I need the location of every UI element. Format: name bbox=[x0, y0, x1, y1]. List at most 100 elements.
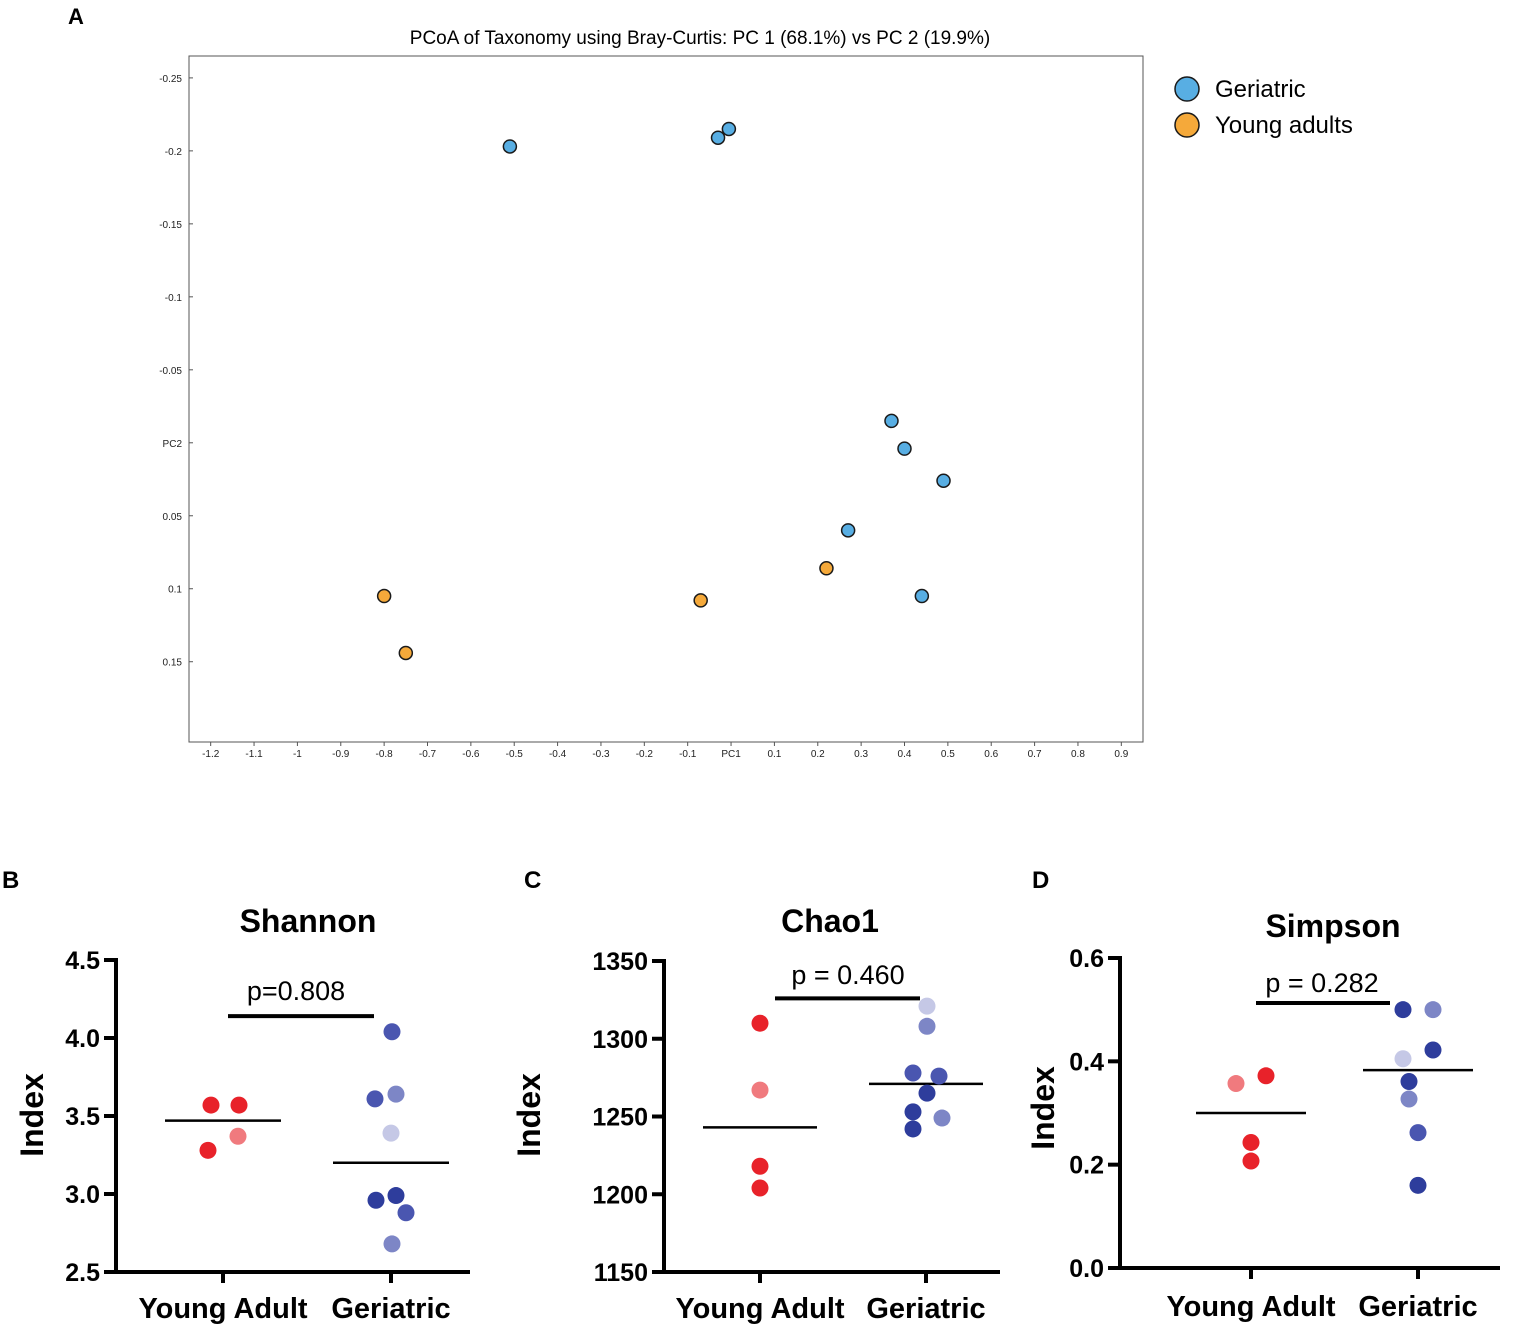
chao1-category-geriatric: Geriatric bbox=[866, 1293, 985, 1325]
pcoa-x-tick-label: -1.1 bbox=[245, 749, 263, 760]
simpson-point-geriatric bbox=[1424, 1001, 1442, 1019]
pcoa-point-geriatric bbox=[710, 130, 726, 145]
pcoa-y-tick-label: -0.2 bbox=[165, 147, 183, 158]
pcoa-y-tick-label: 0.05 bbox=[163, 512, 183, 523]
pcoa-y-tick-label: 0.15 bbox=[163, 658, 183, 669]
pcoa-x-tick-label: 0.6 bbox=[984, 749, 998, 760]
pcoa-y-tick-label: PC2 bbox=[163, 439, 183, 450]
chao1-point-young-adult bbox=[751, 1014, 769, 1032]
simpson-p-value: p = 0.282 bbox=[1265, 968, 1378, 998]
chao1-point-geriatric bbox=[918, 1017, 936, 1035]
pcoa-point-geriatric bbox=[914, 588, 930, 604]
pcoa-x-tick-label: 0.1 bbox=[767, 749, 781, 760]
shannon-y-tick-label: 4.0 bbox=[65, 1025, 100, 1053]
chao1-point-geriatric bbox=[904, 1103, 922, 1121]
shannon-y-tick-label: 3.0 bbox=[65, 1181, 100, 1209]
pcoa-y-tick-label: -0.1 bbox=[165, 293, 183, 304]
pcoa-x-tick-label: -0.4 bbox=[549, 749, 567, 760]
pcoa-y-tick-label: -0.15 bbox=[159, 220, 182, 231]
pcoa-point-geriatric bbox=[840, 523, 856, 538]
simpson-point-young-adult bbox=[1242, 1152, 1260, 1170]
chao1-point-geriatric bbox=[904, 1064, 922, 1082]
simpson-y-axis-label: Index bbox=[1025, 1066, 1061, 1150]
pcoa-x-tick-label: 0.2 bbox=[811, 749, 825, 760]
chao1-y-tick-label: 1250 bbox=[592, 1104, 648, 1132]
shannon-point-geriatric bbox=[366, 1090, 384, 1108]
chao1-point-young-adult bbox=[751, 1157, 769, 1175]
simpson-point-geriatric bbox=[1409, 1176, 1427, 1194]
pcoa-x-tick-label: 0.8 bbox=[1071, 749, 1085, 760]
shannon-point-young-adult bbox=[199, 1141, 217, 1159]
pcoa-x-tick-label: PC1 bbox=[721, 749, 741, 760]
pcoa-x-tick-label: -0.6 bbox=[462, 749, 480, 760]
simpson-point-geriatric bbox=[1424, 1041, 1442, 1059]
shannon-category-geriatric: Geriatric bbox=[331, 1293, 450, 1325]
simpson-point-geriatric bbox=[1400, 1090, 1418, 1108]
pcoa-points bbox=[376, 121, 951, 661]
legend-young-adults-marker bbox=[1174, 112, 1200, 138]
simpson-category-young-adult: Young Adult bbox=[1166, 1291, 1335, 1323]
shannon-point-young-adult bbox=[202, 1096, 220, 1114]
pcoa-point-young-adults bbox=[398, 645, 414, 661]
panel-letter-b: B bbox=[2, 867, 19, 894]
chao1-category-young-adult: Young Adult bbox=[675, 1293, 844, 1325]
pcoa-point-geriatric bbox=[502, 139, 518, 154]
chao1-point-geriatric bbox=[918, 1084, 936, 1102]
pcoa-y-tick-label: -0.25 bbox=[159, 74, 182, 85]
chao1-y-tick-label: 1300 bbox=[592, 1026, 648, 1054]
legend-geriatric-marker bbox=[1174, 76, 1200, 102]
simpson-category-geriatric: Geriatric bbox=[1358, 1291, 1477, 1323]
shannon-plot-area: 2.5 3.0 3.5 4.0 4.5 bbox=[65, 947, 470, 1287]
pcoa-x-tick-label: 0.5 bbox=[941, 749, 955, 760]
pcoa-x-tick-label: -0.9 bbox=[332, 749, 350, 760]
shannon-point-young-adult bbox=[229, 1127, 247, 1145]
chao1-point-geriatric bbox=[918, 997, 936, 1015]
pcoa-x-tick-label: -0.8 bbox=[376, 749, 394, 760]
pcoa-x-axis: -1.2 -1.1 -1 -0.9 -0.8 -0.7 -0.6 -0.5 -0.4 -0.3 -0… bbox=[202, 742, 1129, 760]
pcoa-legend: Geriatric Young adults bbox=[1174, 76, 1353, 139]
shannon-p-value: p=0.808 bbox=[247, 976, 345, 1006]
panel-letter-c: C bbox=[524, 867, 541, 894]
chao1-y-tick-label: 1350 bbox=[592, 948, 648, 976]
legend-geriatric-label: Geriatric bbox=[1215, 76, 1306, 103]
chao1-point-geriatric bbox=[904, 1120, 922, 1138]
shannon-category-young-adult: Young Adult bbox=[138, 1293, 307, 1325]
pcoa-point-young-adults bbox=[693, 593, 708, 608]
chao1-p-value: p = 0.460 bbox=[791, 960, 904, 990]
simpson-point-geriatric bbox=[1409, 1124, 1427, 1142]
pcoa-point-geriatric bbox=[884, 413, 899, 429]
panel-letter-d: D bbox=[1032, 867, 1049, 894]
shannon-point-young-adult bbox=[230, 1096, 248, 1114]
simpson-y-tick-label: 0.6 bbox=[1069, 945, 1104, 973]
pcoa-plot-frame bbox=[188, 55, 1144, 743]
pcoa-y-tick-label: 0.1 bbox=[168, 585, 182, 596]
panel-letter-a: A bbox=[68, 4, 84, 29]
legend-young-adults-label: Young adults bbox=[1215, 112, 1353, 139]
shannon-y-tick-label: 2.5 bbox=[65, 1259, 100, 1287]
simpson-title: Simpson bbox=[1265, 908, 1400, 944]
simpson-y-tick-label: 0.4 bbox=[1069, 1048, 1104, 1076]
shannon-point-geriatric bbox=[383, 1235, 401, 1253]
chao1-point-young-adult bbox=[751, 1179, 769, 1197]
chao1-y-axis-label: Index bbox=[511, 1073, 547, 1157]
pcoa-point-geriatric bbox=[721, 121, 737, 137]
shannon-y-axis-label: Index bbox=[14, 1073, 50, 1157]
chao1-y-tick-label: 1200 bbox=[592, 1181, 648, 1209]
pcoa-x-tick-label: 0.4 bbox=[898, 749, 912, 760]
simpson-point-geriatric bbox=[1394, 1050, 1412, 1068]
chao1-point-geriatric bbox=[933, 1109, 951, 1127]
simpson-y-tick-label: 0.2 bbox=[1069, 1152, 1104, 1180]
pcoa-x-tick-label: -0.2 bbox=[636, 749, 654, 760]
shannon-title: Shannon bbox=[240, 903, 377, 939]
shannon-y-tick-label: 3.5 bbox=[65, 1103, 100, 1131]
pcoa-point-geriatric bbox=[936, 473, 951, 488]
shannon-y-tick-label: 4.5 bbox=[65, 947, 100, 975]
chao1-title: Chao1 bbox=[781, 903, 879, 939]
shannon-chart: Shannon Index Young Adult Geriatric p=0.… bbox=[14, 903, 470, 1325]
chao1-point-geriatric bbox=[930, 1067, 948, 1085]
simpson-point-geriatric bbox=[1394, 1001, 1412, 1019]
chao1-chart: Chao1 Index Young Adult Geriatric p = 0.… bbox=[511, 903, 1000, 1325]
shannon-point-geriatric bbox=[367, 1191, 385, 1209]
chao1-point-young-adult bbox=[751, 1081, 769, 1099]
